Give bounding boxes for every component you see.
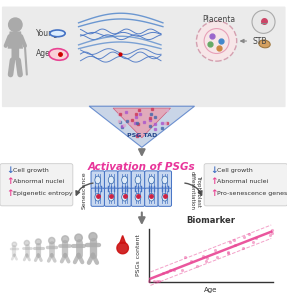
Ellipse shape: [95, 176, 100, 184]
FancyBboxPatch shape: [118, 171, 131, 189]
Ellipse shape: [148, 194, 154, 201]
Point: [161, 271, 166, 276]
Point: [183, 255, 188, 260]
Text: Aged: Aged: [36, 49, 56, 58]
FancyBboxPatch shape: [104, 171, 118, 189]
Point: [195, 263, 200, 268]
FancyBboxPatch shape: [104, 188, 118, 206]
Text: Abnormal nuclei: Abnormal nuclei: [14, 179, 65, 184]
Polygon shape: [89, 106, 194, 147]
Text: Young: Young: [36, 29, 59, 38]
Point: [203, 259, 208, 263]
Circle shape: [12, 242, 17, 247]
Point: [213, 248, 218, 252]
Point: [147, 278, 152, 283]
Circle shape: [75, 234, 82, 242]
Point: [157, 278, 162, 283]
Ellipse shape: [108, 194, 114, 201]
Text: STB: STB: [241, 37, 266, 46]
Point: [268, 232, 272, 237]
Point: [226, 249, 231, 254]
Circle shape: [196, 21, 237, 61]
Polygon shape: [120, 236, 125, 243]
Point: [228, 240, 232, 244]
Text: Abnormal nuclei: Abnormal nuclei: [217, 179, 268, 184]
Point: [241, 245, 245, 250]
Point: [152, 278, 157, 283]
FancyBboxPatch shape: [158, 171, 172, 189]
Ellipse shape: [135, 194, 141, 201]
FancyBboxPatch shape: [0, 164, 73, 206]
Text: Senescence: Senescence: [82, 172, 87, 209]
Ellipse shape: [162, 176, 168, 184]
Text: ↓: ↓: [7, 166, 14, 175]
Text: Activation of PSGs: Activation of PSGs: [88, 162, 196, 172]
FancyBboxPatch shape: [204, 164, 287, 206]
Point: [179, 267, 184, 272]
Point: [270, 228, 274, 232]
Ellipse shape: [162, 194, 168, 201]
FancyBboxPatch shape: [91, 188, 104, 206]
Point: [172, 268, 177, 273]
Text: ↑: ↑: [7, 177, 14, 186]
Point: [241, 234, 246, 239]
Text: Placenta: Placenta: [202, 15, 235, 24]
Circle shape: [62, 236, 69, 243]
Point: [225, 251, 230, 256]
Text: Epigenetic entropy: Epigenetic entropy: [14, 191, 73, 196]
Point: [214, 254, 219, 259]
Text: ↓: ↓: [210, 166, 218, 175]
Ellipse shape: [148, 176, 154, 184]
Point: [250, 239, 255, 244]
Circle shape: [89, 232, 97, 241]
Circle shape: [35, 239, 41, 245]
Text: ↑: ↑: [210, 189, 218, 198]
Polygon shape: [117, 242, 128, 254]
Point: [200, 253, 205, 258]
Point: [164, 270, 169, 275]
Text: ↑: ↑: [210, 177, 218, 186]
FancyBboxPatch shape: [91, 171, 104, 189]
Text: Age: Age: [204, 287, 218, 293]
Circle shape: [49, 237, 55, 244]
Circle shape: [9, 18, 22, 32]
Text: PSG TAD: PSG TAD: [127, 134, 157, 138]
Point: [232, 237, 236, 242]
Text: Cell growth: Cell growth: [14, 168, 49, 173]
FancyBboxPatch shape: [145, 188, 158, 206]
FancyBboxPatch shape: [131, 171, 145, 189]
Point: [168, 268, 172, 272]
Ellipse shape: [122, 176, 128, 184]
Point: [188, 259, 193, 263]
Point: [270, 231, 274, 236]
Ellipse shape: [95, 194, 100, 201]
Ellipse shape: [259, 40, 270, 48]
Text: Cell growth: Cell growth: [217, 168, 252, 173]
Ellipse shape: [108, 176, 114, 184]
Polygon shape: [8, 32, 23, 60]
FancyBboxPatch shape: [2, 7, 286, 107]
Text: Trophoblast
differentiation: Trophoblast differentiation: [190, 171, 201, 210]
Circle shape: [24, 240, 29, 246]
FancyBboxPatch shape: [131, 188, 145, 206]
FancyBboxPatch shape: [145, 171, 158, 189]
Text: PSGs content: PSGs content: [136, 234, 141, 276]
Ellipse shape: [135, 176, 141, 184]
Ellipse shape: [122, 194, 128, 201]
Point: [204, 256, 209, 260]
Ellipse shape: [50, 30, 65, 37]
Point: [253, 236, 258, 241]
Text: Biomarker: Biomarker: [186, 216, 235, 225]
FancyBboxPatch shape: [158, 188, 172, 206]
Text: ↑: ↑: [7, 189, 14, 198]
Circle shape: [252, 11, 275, 33]
Text: Pro-senescence genes: Pro-senescence genes: [217, 191, 287, 196]
Point: [154, 278, 159, 283]
Point: [232, 242, 237, 247]
FancyBboxPatch shape: [118, 188, 131, 206]
Ellipse shape: [49, 49, 68, 60]
Polygon shape: [113, 108, 171, 138]
Point: [246, 232, 251, 237]
